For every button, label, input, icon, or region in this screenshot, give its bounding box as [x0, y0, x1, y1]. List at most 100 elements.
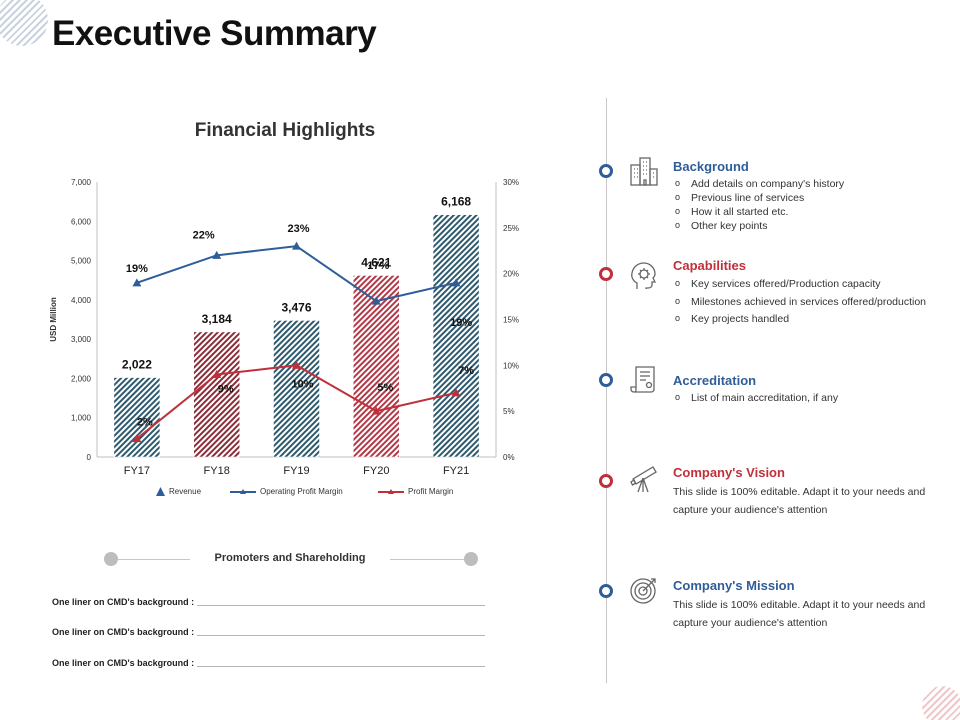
y-tick-label: 2,000 — [71, 374, 92, 383]
y-tick-label: 4,000 — [71, 296, 92, 305]
operating-margin-data-label: 17% — [367, 260, 389, 272]
promoters-right-line — [390, 559, 464, 560]
y2-tick-label: 15% — [503, 316, 519, 325]
section-title: Accreditation — [673, 373, 757, 388]
promoters-left-dot — [104, 552, 118, 566]
financial-highlights-chart: 0 1,000 2,000 3,000 4,000 5,000 6,000 7,000 0% 5%… — [49, 178, 519, 477]
y-axis-title: USD Million — [49, 297, 58, 342]
profit-margin-marker — [132, 434, 142, 443]
timeline-line — [606, 98, 607, 683]
y-tick-label: 1,000 — [71, 414, 92, 423]
y-tick-label: 7,000 — [71, 178, 92, 187]
telescope-icon — [630, 466, 657, 493]
timeline-dot-mission — [599, 584, 613, 598]
bullet-item: Previous line of services — [673, 190, 943, 205]
profit-margin-marker — [212, 370, 222, 378]
operating-margin-data-label: 23% — [287, 223, 309, 235]
y2-tick-label: 20% — [503, 270, 519, 279]
cmd-fill-line[interactable] — [197, 605, 486, 606]
section-text: This slide is 100% editable. Adapt it to… — [673, 486, 926, 516]
cmd-row: One liner on CMD's background : — [52, 627, 486, 637]
target-icon — [630, 578, 656, 604]
operating-margin-data-label: 19% — [450, 317, 472, 329]
bullet-item: Other key points — [673, 218, 943, 233]
operating-margin-marker — [371, 296, 381, 305]
profit-margin-data-label: 7% — [458, 365, 474, 377]
operating-margin-data-label: 22% — [193, 229, 215, 241]
promoters-left-line — [118, 559, 190, 560]
x-tick-label: FY19 — [283, 465, 309, 477]
x-tick-label: FY17 — [124, 465, 150, 477]
promoters-heading: Promoters and Shareholding — [214, 552, 366, 564]
y-tick-label: 3,000 — [71, 335, 92, 344]
legend-revenue: Revenue — [156, 487, 201, 496]
y-tick-label: 5,000 — [71, 257, 92, 266]
x-tick-label: FY18 — [204, 465, 230, 477]
y2-tick-label: 25% — [503, 224, 519, 233]
legend-revenue-label: Revenue — [169, 487, 202, 496]
revenue-data-label: 4,621 — [361, 255, 391, 269]
revenue-data-label: 3,184 — [202, 312, 232, 326]
timeline-dot-capabilities — [599, 267, 613, 281]
operating-margin-marker — [292, 241, 301, 250]
section-title: Background — [673, 159, 749, 174]
operating-margin-data-label: 19% — [126, 263, 148, 275]
cmd-fill-line[interactable] — [197, 635, 486, 636]
timeline-dot-background — [599, 164, 613, 178]
profit-margin-marker — [292, 360, 301, 369]
bullet-list: List of main accreditation, if any — [673, 390, 943, 405]
legend-operating-margin: Operating Profit Margin — [230, 487, 343, 496]
section-accreditation: Accreditation List of main accreditation… — [673, 373, 943, 405]
legend-profit-margin-label: Profit Margin — [408, 487, 454, 496]
head-gear-icon — [631, 262, 657, 289]
profit-margin-data-label: 5% — [377, 382, 393, 394]
revenue-bar — [273, 320, 320, 458]
operating-margin-line — [136, 245, 457, 303]
operating-margin-marker — [132, 278, 142, 287]
y-tick-label: 6,000 — [71, 217, 92, 226]
operating-margin-marker — [212, 250, 222, 259]
section-mission: Company's Mission This slide is 100% edi… — [673, 578, 943, 632]
section-background: Background Add details on company's hist… — [673, 159, 943, 233]
section-title: Company's Mission — [673, 578, 795, 593]
y2-tick-label: 30% — [503, 178, 519, 187]
legend-profit-margin-marker — [378, 488, 404, 494]
revenue-data-label: 3,476 — [281, 300, 311, 314]
certificate-icon — [630, 366, 655, 393]
section-capabilities: Capabilities Key services offered/Produc… — [673, 258, 943, 329]
decorative-circle — [0, 0, 48, 46]
revenue-bar — [113, 377, 161, 458]
legend-operating-margin-label: Operating Profit Margin — [260, 487, 343, 496]
legend-profit-margin: Profit Margin — [378, 487, 453, 496]
section-text: This slide is 100% editable. Adapt it to… — [673, 599, 926, 629]
revenue-bar — [432, 214, 480, 458]
y-tick-label: 0 — [87, 453, 92, 462]
y2-tick-label: 5% — [503, 407, 515, 416]
revenue-data-label: 6,168 — [441, 195, 471, 209]
x-tick-label: FY20 — [363, 465, 389, 477]
timeline-dot-accreditation — [599, 373, 613, 387]
cmd-label: One liner on CMD's background : — [52, 627, 195, 637]
section-title: Capabilities — [673, 258, 746, 273]
legend-revenue-marker — [156, 487, 165, 496]
operating-margin-marker — [451, 278, 461, 287]
revenue-bar — [353, 275, 400, 458]
decorative-circle — [922, 686, 960, 720]
profit-margin-marker — [451, 388, 461, 397]
bullet-item: Key services offered/Production capacity — [673, 275, 943, 294]
promoters-right-dot — [464, 552, 478, 566]
profit-margin-marker — [371, 406, 381, 415]
cmd-row: One liner on CMD's background : — [52, 597, 486, 607]
profit-margin-data-label: 10% — [291, 378, 313, 390]
bullet-list: Key services offered/Production capacity… — [673, 275, 943, 329]
bullet-item: List of main accreditation, if any — [673, 390, 943, 405]
x-tick-label: FY21 — [443, 465, 469, 477]
cmd-fill-line[interactable] — [197, 666, 486, 667]
bullet-item: How it all started etc. — [673, 204, 943, 219]
timeline-dot-vision — [599, 474, 613, 488]
chart-title: Financial Highlights — [194, 120, 376, 141]
cmd-label: One liner on CMD's background : — [52, 597, 195, 607]
revenue-bar — [193, 331, 240, 458]
revenue-data-label: 2,022 — [122, 358, 152, 372]
profit-margin-data-label: 9% — [218, 384, 234, 396]
